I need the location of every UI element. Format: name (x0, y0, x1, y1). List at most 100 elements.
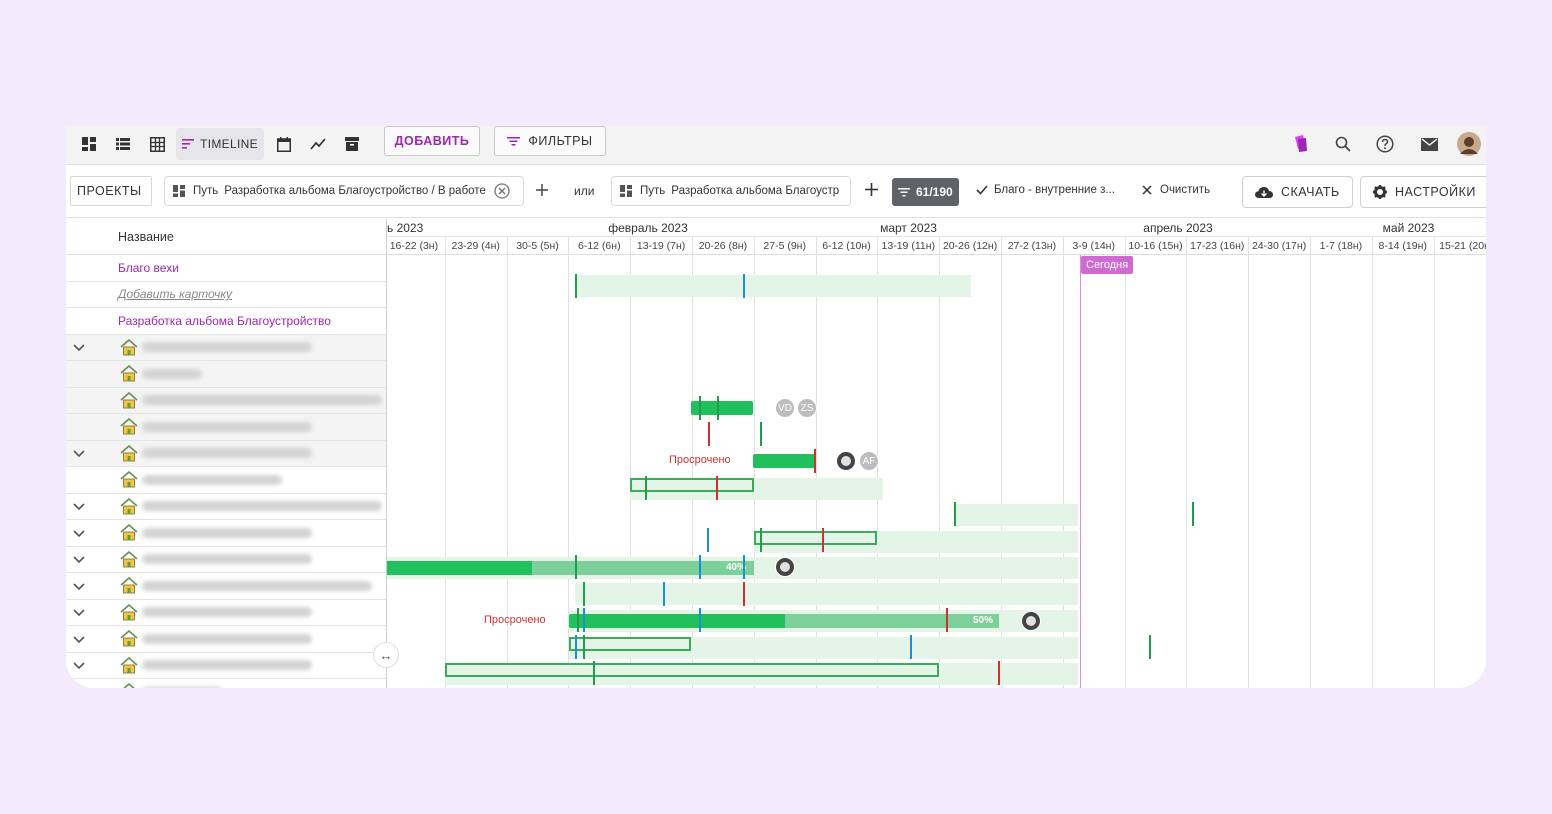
task-range[interactable] (575, 583, 1078, 605)
clear-filters-label: Очистить (1160, 184, 1211, 196)
task-range[interactable] (630, 478, 883, 500)
tags-icon[interactable] (1288, 128, 1314, 160)
chevron-down-icon[interactable] (72, 499, 86, 513)
project-group-row[interactable]: Разработка альбома Благоустройство (66, 308, 386, 335)
task-range[interactable] (955, 504, 1078, 526)
filter-chip-path-2[interactable]: Путь Разработка альбома Благоустр (611, 176, 851, 206)
task-row[interactable] (66, 520, 386, 547)
scope-select[interactable]: ПРОЕКТЫ (70, 176, 152, 206)
view-toolbar: TIMELINE ДОБАВИТЬ ФИЛЬТРЫ (66, 126, 1486, 165)
dashboard-view-icon[interactable] (76, 128, 102, 160)
planned-bracket (569, 637, 691, 651)
task-range[interactable] (445, 663, 1078, 685)
resize-handle[interactable]: ↔ (373, 642, 399, 668)
task-row[interactable] (66, 334, 386, 361)
task-bar-remaining[interactable] (785, 614, 999, 628)
list-view-icon[interactable] (110, 128, 136, 160)
add-card-row[interactable]: Добавить карточку (66, 282, 386, 308)
task-title-redacted (142, 527, 312, 538)
task-row[interactable] (66, 652, 386, 679)
filter-chip-1-value: Разработка альбома Благоустройство / В р… (224, 185, 486, 197)
task-row[interactable] (66, 679, 386, 688)
scope-select-value: ПРОЕКТЫ (77, 184, 142, 198)
week-gridline (630, 237, 632, 688)
calendar-view-icon[interactable] (271, 128, 297, 160)
chevron-down-icon[interactable] (72, 605, 86, 619)
archive-view-icon[interactable] (339, 128, 365, 160)
task-title-redacted (142, 342, 312, 353)
task-bar-remaining[interactable] (532, 561, 754, 575)
assignee-avatar-photo[interactable] (775, 557, 795, 577)
week-label: 15-21 (20н (1439, 240, 1486, 252)
planned-bracket (630, 478, 754, 492)
chevron-down-icon[interactable] (72, 526, 86, 540)
task-range[interactable] (754, 531, 1078, 553)
add-filter-icon-2[interactable] (865, 183, 878, 196)
saved-filter[interactable]: Благо - внутренние з... (976, 184, 1115, 196)
chart-view-icon[interactable] (305, 128, 331, 160)
week-gridline (692, 237, 693, 688)
milestones-group-row[interactable]: Благо вехи (66, 255, 386, 282)
remove-filter-icon[interactable] (494, 183, 510, 199)
filter-chip-path-1[interactable]: Путь Разработка альбома Благоустройство … (164, 176, 524, 206)
task-row[interactable] (66, 361, 386, 388)
deadline-marker (663, 582, 665, 606)
help-icon[interactable] (1372, 128, 1398, 160)
task-row[interactable] (66, 599, 386, 626)
task-row[interactable] (66, 573, 386, 600)
task-row[interactable] (66, 414, 386, 441)
task-range[interactable] (569, 637, 1078, 659)
add-filter-icon[interactable] (536, 184, 548, 196)
add-button[interactable]: ДОБАВИТЬ (384, 126, 480, 156)
timeline-app: TIMELINE ДОБАВИТЬ ФИЛЬТРЫ (66, 126, 1486, 688)
start-marker (760, 528, 762, 552)
chevron-down-icon[interactable] (72, 552, 86, 566)
result-count-badge[interactable]: 61/190 (892, 178, 959, 206)
assignee-avatar-vd[interactable]: VD (775, 398, 795, 418)
clear-filters-button[interactable]: Очистить (1142, 184, 1210, 196)
task-row[interactable] (66, 493, 386, 520)
week-label: 20-26 (8н) (698, 240, 748, 252)
task-bar[interactable] (691, 401, 753, 415)
chevron-down-icon[interactable] (72, 579, 86, 593)
start-marker (699, 396, 701, 420)
week-label: 23-29 (4н) (451, 240, 500, 252)
search-icon[interactable] (1330, 128, 1356, 160)
task-bar-done[interactable] (387, 561, 532, 575)
chevron-down-icon[interactable] (72, 340, 86, 354)
task-range[interactable] (575, 275, 971, 297)
mail-icon[interactable] (1416, 128, 1442, 160)
assignee-avatar-photo[interactable] (1021, 611, 1041, 631)
month-label-april: апрель 2023 (1143, 221, 1213, 235)
user-avatar[interactable] (1456, 128, 1482, 160)
house-icon (120, 444, 138, 462)
filters-button-label: ФИЛЬТРЫ (528, 134, 593, 148)
week-label: 10-16 (15н) (1128, 240, 1183, 252)
filter-chip-2-value: Разработка альбома Благоустр (671, 185, 840, 197)
start-marker (575, 555, 577, 579)
project-group-label: Разработка альбома Благоустройство (118, 313, 331, 328)
column-title-name: Название (118, 230, 174, 244)
download-button[interactable]: СКАЧАТЬ (1242, 176, 1353, 208)
house-icon (120, 550, 138, 568)
chevron-down-icon[interactable] (72, 632, 86, 646)
week-label: 17-23 (16н) (1190, 240, 1245, 252)
task-row[interactable] (66, 467, 386, 494)
table-view-icon[interactable] (144, 128, 170, 160)
assignee-avatar-photo[interactable] (836, 451, 856, 471)
overdue-label: Просрочено (669, 454, 731, 466)
filters-button[interactable]: ФИЛЬТРЫ (494, 126, 606, 156)
task-row[interactable] (66, 440, 386, 467)
assignee-avatar-af[interactable]: AF (859, 451, 879, 471)
overdue-marker (814, 449, 816, 473)
assignee-avatar-zs[interactable]: ZS (797, 398, 817, 418)
task-bar[interactable] (753, 454, 815, 468)
settings-button[interactable]: НАСТРОЙКИ (1360, 176, 1486, 208)
chevron-down-icon[interactable] (72, 446, 86, 460)
chevron-down-icon[interactable] (72, 658, 86, 672)
task-bar-done[interactable] (569, 614, 785, 628)
task-row[interactable] (66, 626, 386, 653)
timeline-view-tab[interactable]: TIMELINE (176, 128, 264, 160)
task-row[interactable] (66, 387, 386, 414)
task-row[interactable] (66, 546, 386, 573)
